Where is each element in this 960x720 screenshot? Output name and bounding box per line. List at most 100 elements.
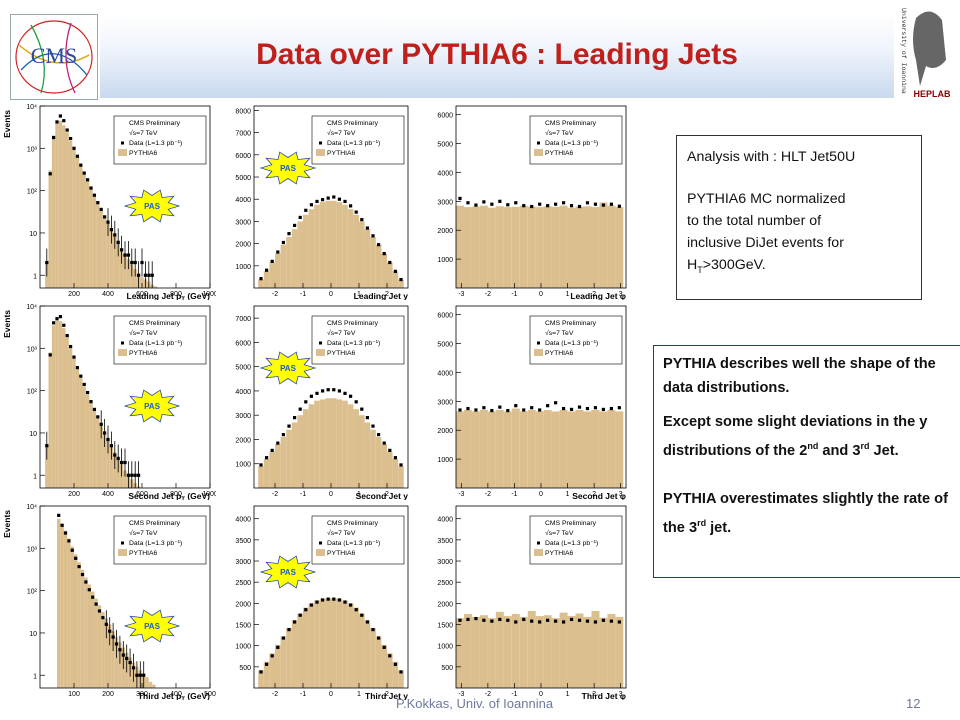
mc-bar <box>85 181 90 288</box>
data-point <box>617 406 621 410</box>
x-axis-label: Second Jet φ <box>572 491 626 500</box>
mc-bar <box>308 209 315 288</box>
data-point <box>265 662 269 666</box>
y-tick-label: 5000 <box>437 142 453 149</box>
data-point <box>538 202 542 206</box>
mc-bar <box>319 598 326 688</box>
data-point <box>86 390 90 395</box>
data-point <box>113 233 117 237</box>
data-point <box>399 277 403 282</box>
data-point <box>466 406 470 411</box>
x-axis-label: Leading Jet pT (GeV) <box>127 291 211 300</box>
legend-data-marker <box>121 341 124 345</box>
mc-bar <box>375 636 382 688</box>
heplab-text: HEPLAB <box>913 89 951 99</box>
mc-bar <box>336 399 343 488</box>
x-tick-label: -1 <box>300 491 306 498</box>
mc-bar <box>75 157 80 288</box>
mc-bar <box>615 207 624 288</box>
data-point <box>498 405 502 409</box>
y-tick-label: 4000 <box>235 197 251 204</box>
y-tick-label: 1000 <box>235 644 251 651</box>
data-point <box>69 344 73 349</box>
data-point <box>382 251 386 256</box>
data-point <box>92 407 96 412</box>
data-point <box>118 648 122 652</box>
data-point <box>281 240 285 245</box>
mc-bar <box>82 173 86 288</box>
x-tick-label: -3 <box>458 291 464 298</box>
x-tick-label: 100 <box>68 691 80 698</box>
data-point <box>259 463 263 467</box>
mc-bar <box>58 321 63 488</box>
mc-bar <box>275 444 281 488</box>
x-tick-label: 200 <box>68 491 80 498</box>
x-tick-label: -2 <box>485 491 491 498</box>
data-point <box>265 268 269 272</box>
y-tick-label: 10⁴ <box>26 504 37 511</box>
y-tick-label: 3000 <box>235 559 251 566</box>
mc-bar <box>99 210 103 288</box>
x-axis-label: Leading Jet y <box>354 291 409 300</box>
plot-third-jet-phi: 500 1000 1500 2000 2500 3000 3500 4000 -3 -2 -1 0 1 2… <box>416 500 632 700</box>
mc-bar <box>519 616 528 688</box>
data-point <box>337 598 341 602</box>
legend-mc-label: PYTHIA6 <box>327 150 356 157</box>
mc-bar <box>331 398 337 488</box>
x-tick-label: 1 <box>357 491 361 498</box>
y-tick-label: 7000 <box>235 131 251 138</box>
data-point <box>270 654 274 658</box>
data-point <box>365 620 369 624</box>
data-point <box>360 407 364 411</box>
data-point <box>96 415 100 419</box>
legend-mc-label: PYTHIA6 <box>129 550 158 557</box>
data-point <box>259 277 263 281</box>
data-point <box>474 408 478 412</box>
data-point <box>304 400 308 404</box>
y-tick-label: 10 <box>29 631 37 638</box>
data-point <box>585 619 590 623</box>
mc-bar <box>503 411 512 488</box>
data-point <box>130 473 134 477</box>
data-point <box>466 201 470 205</box>
mc-bar <box>116 458 120 488</box>
mc-bar <box>96 417 100 488</box>
mc-bar <box>68 348 73 488</box>
data-point <box>393 456 397 460</box>
data-point <box>393 662 397 666</box>
mc-bar <box>74 554 78 688</box>
y-tick-label: 500 <box>441 665 453 672</box>
x-axis-label: Third Jet y <box>365 691 408 700</box>
x-tick-label: 1000 <box>202 491 216 498</box>
data-point <box>506 203 510 207</box>
mc-bar <box>364 620 371 688</box>
data-point <box>399 463 403 467</box>
data-point <box>142 673 146 677</box>
data-point <box>293 416 297 420</box>
y-tick-label: 10² <box>27 189 38 196</box>
legend-energy: √s=7 TeV <box>129 129 158 137</box>
plot-third-jet-y: 500 1000 1500 2000 2500 3000 3500 4000 -2 -1 0 1 2 Th… <box>218 500 414 700</box>
legend-data-marker <box>537 341 540 345</box>
mc-bar <box>72 149 76 288</box>
plot-frame <box>39 505 211 689</box>
mc-bar <box>615 411 624 488</box>
mc-bar <box>331 200 337 288</box>
mc-bar <box>398 466 404 488</box>
mc-bar <box>89 402 93 488</box>
mc-bar <box>519 411 528 488</box>
x-tick-label: 800 <box>170 491 182 498</box>
x-tick-label: 1 <box>566 291 570 298</box>
data-point <box>130 260 134 265</box>
mc-bar <box>48 170 52 288</box>
data-point <box>126 253 130 257</box>
mc-bar <box>471 616 480 688</box>
x-axis-label: Second Jet pT (GeV) <box>128 491 210 500</box>
mc-bar <box>615 616 624 688</box>
mc-bar <box>123 470 127 488</box>
data-point <box>94 602 98 606</box>
legend-mc-label: PYTHIA6 <box>545 150 574 157</box>
legend-energy: √s=7 TeV <box>129 529 158 537</box>
data-point <box>58 114 62 118</box>
x-tick-label: 2 <box>592 491 596 498</box>
